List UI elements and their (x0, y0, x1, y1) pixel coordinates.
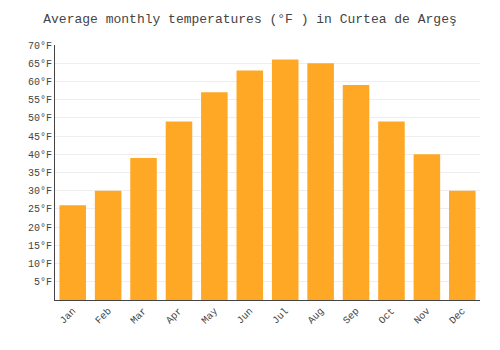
svg-text:Nov: Nov (412, 306, 433, 327)
svg-text:50°F: 50°F (28, 113, 52, 124)
svg-text:Feb: Feb (93, 306, 114, 327)
svg-text:Sep: Sep (341, 306, 362, 327)
svg-text:Mar: Mar (129, 306, 150, 327)
svg-text:Jun: Jun (235, 306, 256, 327)
svg-text:40°F: 40°F (28, 150, 52, 161)
svg-text:Aug: Aug (306, 306, 327, 327)
svg-text:60°F: 60°F (28, 77, 52, 88)
svg-text:15°F: 15°F (28, 241, 52, 252)
svg-text:30°F: 30°F (28, 186, 52, 197)
svg-text:Apr: Apr (164, 306, 185, 327)
svg-text:Average monthly temperatures (: Average monthly temperatures (°F ) in Cu… (43, 12, 456, 27)
svg-text:70°F: 70°F (28, 41, 52, 52)
svg-text:10°F: 10°F (28, 259, 52, 270)
svg-text:45°F: 45°F (28, 132, 52, 143)
svg-text:Dec: Dec (447, 306, 468, 327)
svg-text:35°F: 35°F (28, 168, 52, 179)
svg-text:5°F: 5°F (34, 277, 52, 288)
svg-text:Jan: Jan (58, 306, 79, 327)
svg-text:65°F: 65°F (28, 59, 52, 70)
svg-text:Oct: Oct (377, 306, 398, 327)
svg-text:Jul: Jul (270, 306, 291, 327)
svg-text:55°F: 55°F (28, 95, 52, 106)
svg-text:20°F: 20°F (28, 223, 52, 234)
svg-text:May: May (200, 306, 221, 327)
svg-text:25°F: 25°F (28, 204, 52, 215)
